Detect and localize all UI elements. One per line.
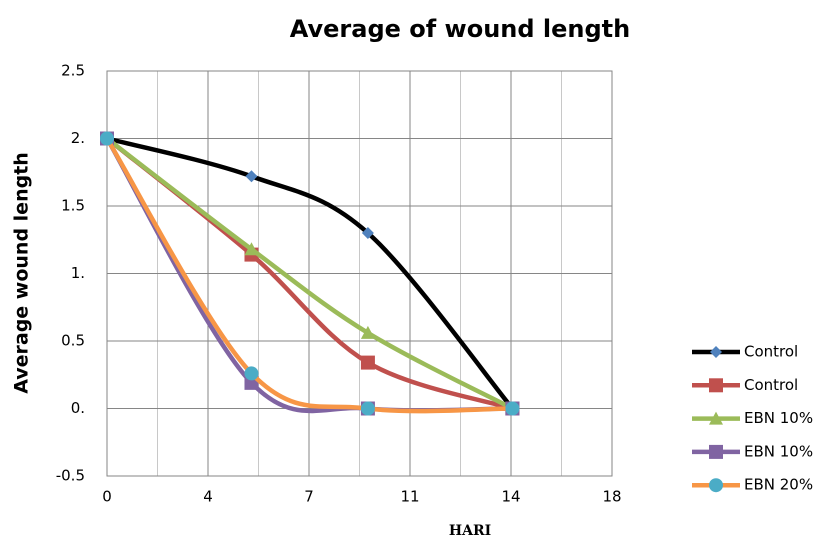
- series-line: [105, 136, 514, 411]
- data-point: [360, 355, 375, 370]
- series-line: [105, 137, 513, 414]
- legend-marker: [709, 478, 723, 493]
- y-axis-label: Average wound length: [11, 152, 33, 394]
- y-tick-label: 1.: [71, 264, 85, 282]
- series-line: [105, 137, 513, 414]
- data-point: [100, 131, 114, 146]
- data-point: [244, 366, 259, 381]
- y-tick-label: 0.5: [61, 332, 85, 350]
- series-line: [106, 136, 515, 410]
- x-tick-label: 14: [501, 488, 520, 506]
- x-tick-label: 7: [304, 488, 314, 506]
- legend-marker: [709, 411, 723, 425]
- y-tick-label: -0.5: [56, 467, 85, 485]
- data-point: [361, 227, 374, 239]
- x-tick-label: 4: [203, 488, 213, 506]
- x-tick-label: 0: [102, 488, 112, 506]
- data-point: [360, 325, 375, 339]
- x-axis-label: HARI: [449, 523, 491, 539]
- data-point: [360, 401, 375, 416]
- legend-marker: [709, 444, 723, 459]
- x-tick-label: 18: [602, 488, 621, 506]
- y-tick-label: 0.: [71, 399, 85, 417]
- legend-label: EBN 20%: [744, 476, 813, 494]
- y-tick-label: 2.: [71, 129, 85, 147]
- data-point: [245, 170, 258, 183]
- legend-label: EBN 10%: [744, 442, 813, 460]
- data-point: [505, 401, 520, 416]
- legend-marker: [709, 378, 723, 393]
- x-tick-label: 11: [400, 488, 419, 506]
- data-point: [244, 242, 259, 256]
- legend-label: Control: [744, 343, 798, 361]
- legend-label: EBN 10%: [744, 409, 813, 427]
- y-tick-label: 2.5: [61, 62, 85, 80]
- plot-frame: [106, 70, 613, 477]
- chart-title: Average of wound length: [290, 15, 630, 43]
- legend-label: Control: [744, 376, 798, 394]
- y-tick-label: 1.5: [61, 197, 85, 215]
- legend-marker: [710, 346, 722, 358]
